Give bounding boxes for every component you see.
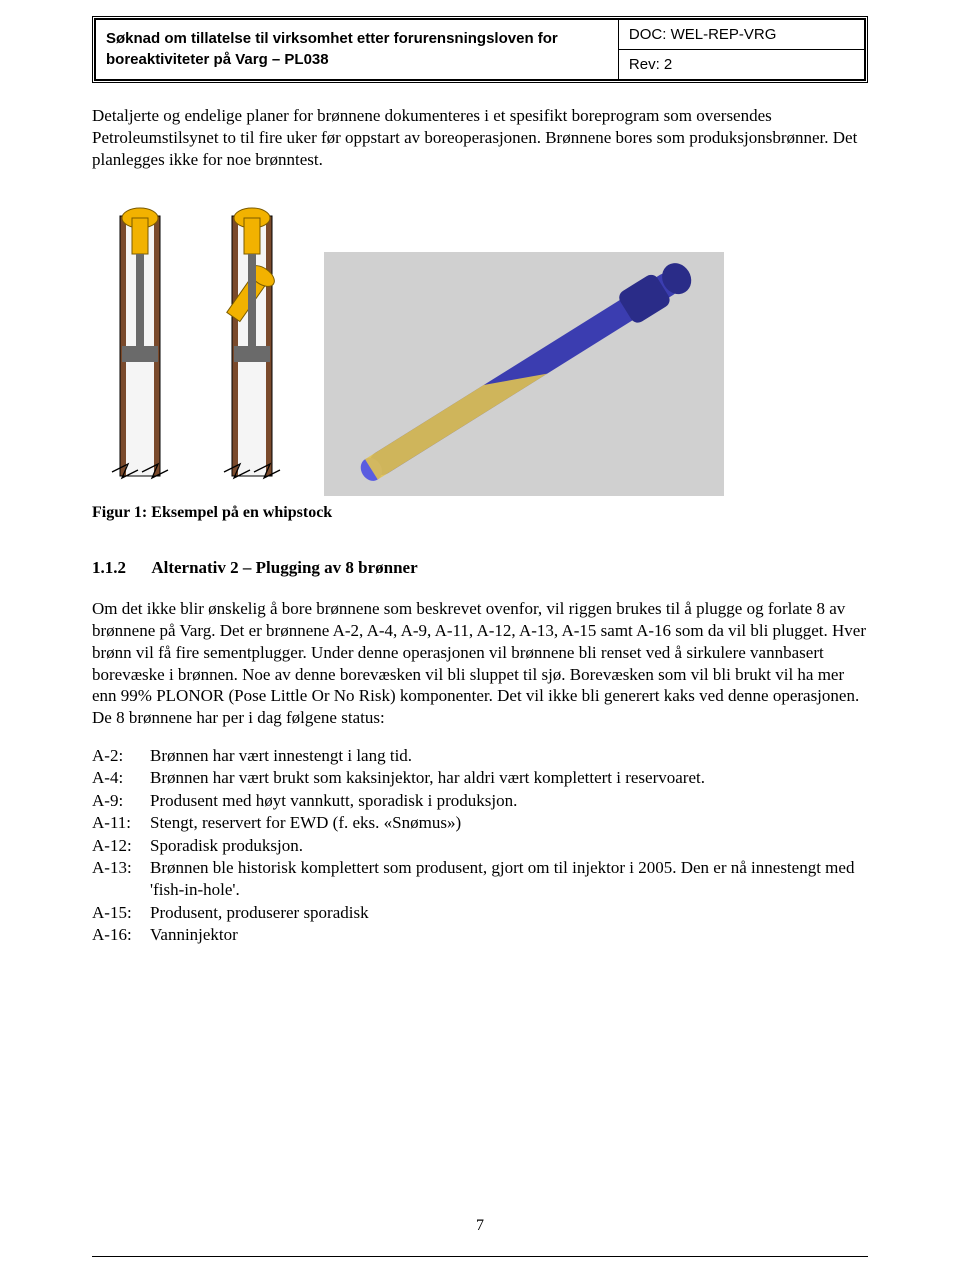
well-status-list: A-2: Brønnen har vært innestengt i lang … bbox=[92, 745, 868, 947]
footer-divider bbox=[92, 1256, 868, 1257]
section-heading: 1.1.2 Alternativ 2 – Plugging av 8 brønn… bbox=[92, 558, 868, 578]
section-number: 1.1.2 bbox=[92, 558, 148, 578]
header-title-line1: Søknad om tillatelse til virksomhet ette… bbox=[106, 30, 558, 47]
well-id: A-16: bbox=[92, 924, 150, 946]
well-desc: Brønnen har vært brukt som kaksinjektor,… bbox=[150, 767, 868, 789]
header-doc-cell: DOC: WEL-REP-VRG bbox=[618, 20, 864, 50]
well-id: A-4: bbox=[92, 767, 150, 789]
header-title-cell: Søknad om tillatelse til virksomhet ette… bbox=[96, 20, 619, 80]
section-title: Alternativ 2 – Plugging av 8 brønner bbox=[151, 558, 417, 577]
list-item: A-9: Produsent med høyt vannkutt, sporad… bbox=[92, 790, 868, 812]
whipstock-schematic-icon bbox=[92, 196, 312, 496]
well-desc: Brønnen ble historisk komplettert som pr… bbox=[150, 857, 868, 902]
header-rev-cell: Rev: 2 bbox=[618, 50, 864, 80]
whipstock-render-icon bbox=[324, 252, 724, 496]
well-id: A-13: bbox=[92, 857, 150, 902]
figure-caption-text: Eksempel på en whipstock bbox=[147, 504, 332, 521]
intro-paragraph: Detaljerte og endelige planer for brønne… bbox=[92, 105, 868, 170]
list-item: A-2: Brønnen har vært innestengt i lang … bbox=[92, 745, 868, 767]
well-id: A-11: bbox=[92, 812, 150, 834]
page: Søknad om tillatelse til virksomhet ette… bbox=[0, 0, 960, 987]
section-paragraph: Om det ikke blir ønskelig å bore brønnen… bbox=[92, 598, 868, 729]
well-desc: Sporadisk produksjon. bbox=[150, 835, 868, 857]
figure-caption-label: Figur 1: bbox=[92, 504, 147, 521]
page-number: 7 bbox=[0, 1217, 960, 1235]
well-desc: Brønnen har vært innestengt i lang tid. bbox=[150, 745, 868, 767]
list-item: A-12: Sporadisk produksjon. bbox=[92, 835, 868, 857]
well-id: A-15: bbox=[92, 902, 150, 924]
document-header: Søknad om tillatelse til virksomhet ette… bbox=[92, 16, 868, 83]
list-item: A-15: Produsent, produserer sporadisk bbox=[92, 902, 868, 924]
header-rev-label: Rev: 2 bbox=[629, 56, 672, 73]
well-id: A-9: bbox=[92, 790, 150, 812]
list-item: A-16: Vanninjektor bbox=[92, 924, 868, 946]
header-doc-label: DOC: WEL-REP-VRG bbox=[629, 26, 777, 43]
well-id: A-2: bbox=[92, 745, 150, 767]
well-desc: Produsent, produserer sporadisk bbox=[150, 902, 868, 924]
well-desc: Stengt, reservert for EWD (f. eks. «Snøm… bbox=[150, 812, 868, 834]
list-item: A-11: Stengt, reservert for EWD (f. eks.… bbox=[92, 812, 868, 834]
well-id: A-12: bbox=[92, 835, 150, 857]
well-desc: Produsent med høyt vannkutt, sporadisk i… bbox=[150, 790, 868, 812]
figure-whipstock bbox=[92, 196, 868, 496]
figure-caption: Figur 1: Eksempel på en whipstock bbox=[92, 504, 868, 522]
header-title-line2: boreaktiviteter på Varg – PL038 bbox=[106, 51, 329, 68]
list-item: A-4: Brønnen har vært brukt som kaksinje… bbox=[92, 767, 868, 789]
list-item: A-13: Brønnen ble historisk komplettert … bbox=[92, 857, 868, 902]
well-desc: Vanninjektor bbox=[150, 924, 868, 946]
